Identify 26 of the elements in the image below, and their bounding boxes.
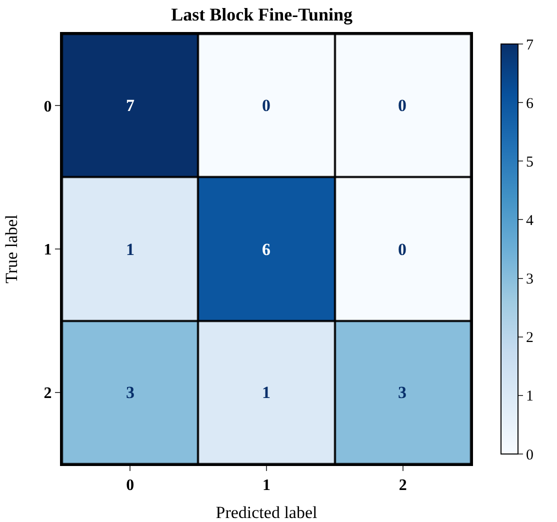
x-axis-title: Predicted label	[216, 503, 318, 522]
data-label: 0	[398, 240, 406, 259]
color-bar-label: 5	[526, 154, 534, 170]
y-tick-label: 0	[44, 98, 52, 116]
data-label: 0	[262, 96, 270, 115]
data-label: 7	[126, 96, 135, 115]
x-tick-label: 0	[126, 477, 134, 494]
data-label: 3	[398, 383, 406, 402]
color-bar-label: 2	[526, 330, 534, 346]
y-tick-label: 1	[44, 242, 52, 259]
color-bar-label: 3	[526, 272, 534, 288]
color-bar-label: 6	[526, 96, 534, 112]
x-tick-label: 1	[262, 477, 270, 494]
color-bar-label: 7	[526, 37, 534, 54]
y-tick-label: 2	[44, 384, 52, 402]
chart-title: Last Block Fine-Tuning	[171, 4, 352, 24]
data-label: 0	[398, 96, 406, 115]
color-bar-label: 4	[526, 212, 534, 229]
data-label: 6	[262, 240, 270, 259]
data-label: 3	[126, 383, 134, 402]
data-label: 1	[126, 240, 134, 259]
color-bar-label: 0	[526, 447, 534, 464]
color-bar-label: 1	[526, 388, 534, 405]
x-tick-label: 2	[398, 477, 407, 494]
data-label: 1	[262, 383, 270, 402]
y-axis-title: True label	[2, 214, 21, 284]
